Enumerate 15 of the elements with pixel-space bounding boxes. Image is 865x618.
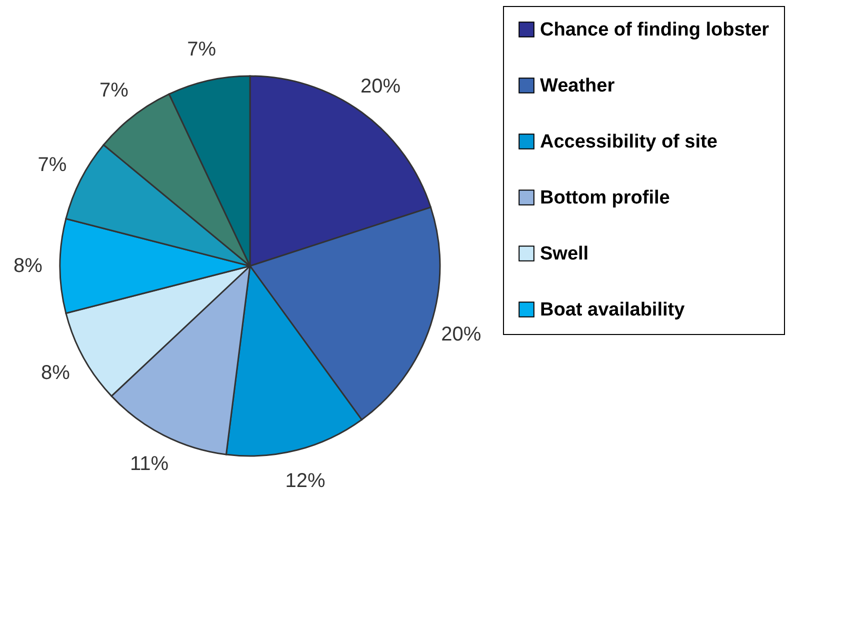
data-label: 7% bbox=[187, 38, 216, 60]
data-label: 7% bbox=[99, 80, 129, 102]
data-label: 12% bbox=[285, 470, 326, 492]
legend-label: Weather bbox=[540, 76, 616, 96]
data-label: 20% bbox=[441, 324, 482, 346]
data-label: 8% bbox=[14, 255, 43, 277]
legend-label: Bottom profile bbox=[540, 188, 670, 208]
legend-label: Swell bbox=[540, 244, 589, 264]
legend-label: Chance of finding lobster bbox=[540, 20, 770, 40]
legend-label: Accessibility of site bbox=[540, 132, 718, 152]
data-label: 8% bbox=[41, 362, 70, 384]
data-label: 7% bbox=[38, 154, 67, 176]
data-label: 11% bbox=[130, 452, 169, 475]
data-label: 20% bbox=[360, 75, 401, 98]
legend-label: Boat availability bbox=[540, 300, 686, 320]
